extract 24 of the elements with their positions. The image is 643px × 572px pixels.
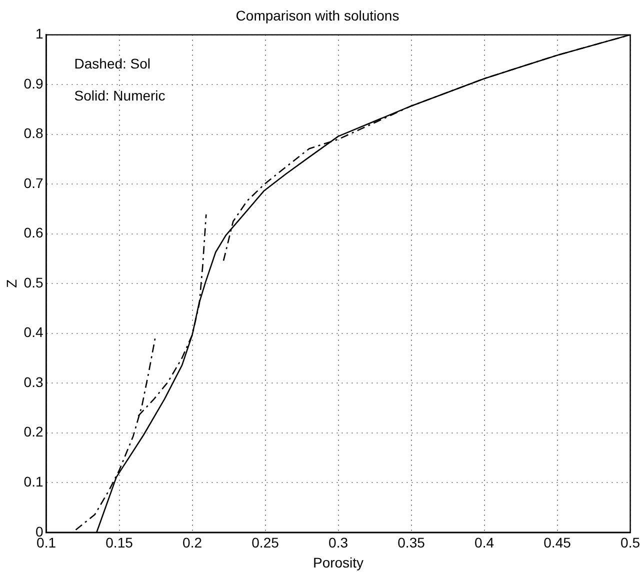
annotation: Dashed: Sol <box>74 56 151 72</box>
y-tick-label: 0.6 <box>24 224 44 241</box>
y-tick-label: 0.2 <box>24 424 44 440</box>
x-tick-label: 0.15 <box>106 534 134 551</box>
y-tick-label: 0.7 <box>24 174 44 191</box>
y-tick-label: 0.9 <box>24 75 44 92</box>
x-tick-label: 0.2 <box>182 534 202 551</box>
annotation: Solid: Numeric <box>74 88 166 104</box>
x-tick-label: 0.45 <box>544 534 572 551</box>
x-tick-label: 0.25 <box>252 534 280 551</box>
y-tick-label: 0.8 <box>24 125 44 142</box>
x-axis-title: Porosity <box>312 554 364 570</box>
y-axis-title: Z <box>3 278 20 288</box>
y-tick-label: 0 <box>35 523 44 540</box>
x-tick-label: 0.3 <box>328 534 348 551</box>
x-tick-label: 0.4 <box>474 534 494 551</box>
y-tick-label: 0.5 <box>24 274 44 290</box>
y-tick-label: 0.1 <box>24 474 44 490</box>
chart-title: Comparison with solutions <box>236 7 400 24</box>
x-tick-label: 0.5 <box>620 534 640 551</box>
y-tick-label: 0.3 <box>24 374 44 390</box>
y-tick-label: 0.4 <box>24 324 44 340</box>
x-tick-label: 0.35 <box>398 534 426 551</box>
y-tick-label: 1 <box>35 26 44 42</box>
